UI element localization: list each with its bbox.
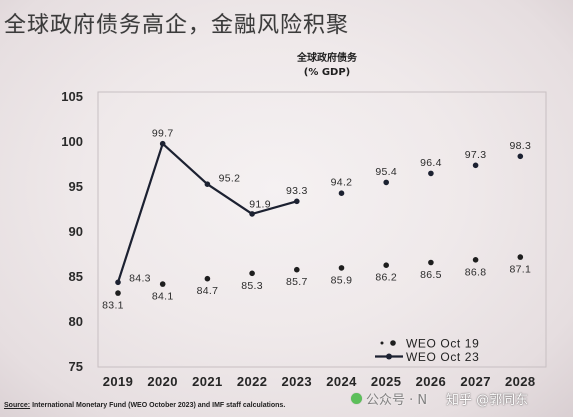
data-label-weo-oct-23-2028: 98.3 (509, 140, 531, 152)
point-weo-oct-23-2025 (383, 179, 390, 186)
data-label-weo-oct-19-2027: 86.8 (465, 266, 487, 278)
y-tick-label-85: 85 (69, 269, 83, 284)
data-label-weo-oct-19-2028: 87.1 (509, 264, 531, 276)
legend-dot-weo-oct-19 (380, 341, 384, 345)
x-tick-label-2019: 2019 (103, 374, 134, 389)
source-note: Source: International Monetary Fund (WEO … (4, 402, 285, 409)
x-tick-label-2023: 2023 (282, 374, 313, 389)
x-tick-label-2024: 2024 (326, 374, 357, 389)
chart-subtitle: (% GDP) (304, 67, 350, 78)
point-weo-oct-23-2022 (249, 211, 255, 217)
watermark-account: 公众号 · N (351, 390, 428, 408)
legend-label-weo-oct-19: WEO Oct 19 (406, 336, 479, 350)
data-label-weo-oct-19-2024: 85.9 (331, 274, 353, 286)
x-tick-label-2021: 2021 (192, 374, 223, 389)
data-label-weo-oct-19-2023: 85.7 (286, 276, 308, 288)
data-label-weo-oct-23-2019: 84.3 (129, 272, 151, 284)
point-weo-oct-23-2020 (159, 140, 166, 147)
x-tick-label-2027: 2027 (460, 374, 491, 389)
series-weo-oct-23: 84.3 99.7 95.2 91.9 93.3 94.2 95.4 96.4 97.3 98.3 (115, 128, 531, 286)
data-label-weo-oct-19-2026: 86.5 (420, 269, 442, 281)
point-weo-oct-19-2023 (294, 266, 300, 273)
y-tick-label-95: 95 (69, 179, 83, 194)
point-weo-oct-19-2019 (115, 290, 121, 296)
watermark-zhihu: 知乎 @郭同东 (446, 390, 529, 408)
point-weo-oct-19-2022 (249, 270, 255, 277)
data-label-weo-oct-19-2025: 86.2 (375, 272, 397, 284)
series-line-weo-oct-23 (116, 142, 298, 283)
point-weo-oct-19-2027 (472, 257, 479, 263)
watermark-zhihu-text: 知乎 @郭同东 (446, 392, 529, 408)
data-label-weo-oct-19-2019: 83.1 (102, 300, 124, 312)
data-label-weo-oct-23-2025: 95.4 (375, 166, 397, 178)
slide-title: 全球政府债务高企，金融风险积聚 (4, 13, 350, 38)
x-tick-label-2022: 2022 (237, 374, 268, 389)
legend-label-weo-oct-23: WEO Oct 23 (406, 350, 479, 364)
source-label: Source: (4, 402, 31, 409)
point-weo-oct-23-2026 (428, 170, 434, 177)
point-weo-oct-23-2019 (115, 279, 121, 286)
data-label-weo-oct-23-2020: 99.7 (152, 128, 174, 140)
point-weo-oct-23-2028 (517, 153, 524, 160)
y-tick-label-75: 75 (69, 359, 83, 374)
wechat-icon (351, 392, 362, 404)
data-label-weo-oct-19-2020: 84.1 (152, 291, 174, 303)
chart-title: 全球政府债务 (296, 51, 358, 64)
source-text: International Monetary Fund (WEO October… (32, 402, 286, 409)
legend-marker-weo-oct-23 (386, 353, 392, 360)
data-label-weo-oct-23-2021: 95.2 (219, 173, 241, 185)
point-weo-oct-19-2028 (517, 254, 524, 260)
data-label-weo-oct-23-2023: 93.3 (286, 185, 308, 197)
data-label-weo-oct-23-2026: 96.4 (420, 157, 442, 169)
series-layer: 83.1 84.1 84.7 85.3 85.7 85.9 86.2 86.5 86.8 87.1… (102, 128, 531, 312)
y-tick-label-100: 100 (61, 134, 83, 149)
data-label-weo-oct-23-2022: 91.9 (249, 198, 271, 210)
data-label-weo-oct-23-2027: 97.3 (465, 149, 487, 161)
point-weo-oct-23-2021 (204, 181, 211, 187)
y-tick-label-90: 90 (69, 224, 83, 239)
point-weo-oct-19-2020 (159, 281, 166, 287)
x-axis-ticks: 2019 2020 2021 2022 2023 2024 2025 2026 2027 2028 (103, 374, 536, 389)
point-weo-oct-19-2021 (204, 275, 211, 282)
point-weo-oct-23-2027 (472, 162, 479, 169)
data-label-weo-oct-23-2024: 94.2 (331, 177, 353, 189)
y-tick-label-80: 80 (69, 314, 83, 329)
series-weo-oct-19: 83.1 84.1 84.7 85.3 85.7 85.9 86.2 86.5 86.8 87.1 (102, 254, 531, 312)
legend-item-weo-oct-19: WEO Oct 19 (380, 336, 479, 350)
x-tick-label-2028: 2028 (505, 374, 536, 389)
point-weo-oct-23-2023 (294, 198, 300, 205)
legend-marker-weo-oct-19 (390, 340, 396, 346)
point-weo-oct-19-2026 (428, 259, 434, 266)
y-tick-label-105: 105 (61, 89, 83, 104)
point-weo-oct-23-2024 (338, 190, 345, 196)
plot-frame (97, 91, 547, 368)
x-tick-label-2020: 2020 (147, 374, 178, 389)
x-tick-label-2025: 2025 (371, 374, 402, 389)
data-label-weo-oct-19-2021: 84.7 (197, 285, 219, 297)
point-weo-oct-19-2025 (383, 262, 390, 269)
data-label-weo-oct-19-2022: 85.3 (241, 280, 263, 292)
point-weo-oct-19-2024 (338, 265, 345, 271)
x-tick-label-2026: 2026 (416, 374, 447, 389)
y-axis-ticks: 75 80 85 90 95 100 105 (61, 89, 83, 374)
legend-item-weo-oct-23: WEO Oct 23 (375, 350, 479, 364)
watermark-account-text: 公众号 · N (366, 392, 428, 408)
